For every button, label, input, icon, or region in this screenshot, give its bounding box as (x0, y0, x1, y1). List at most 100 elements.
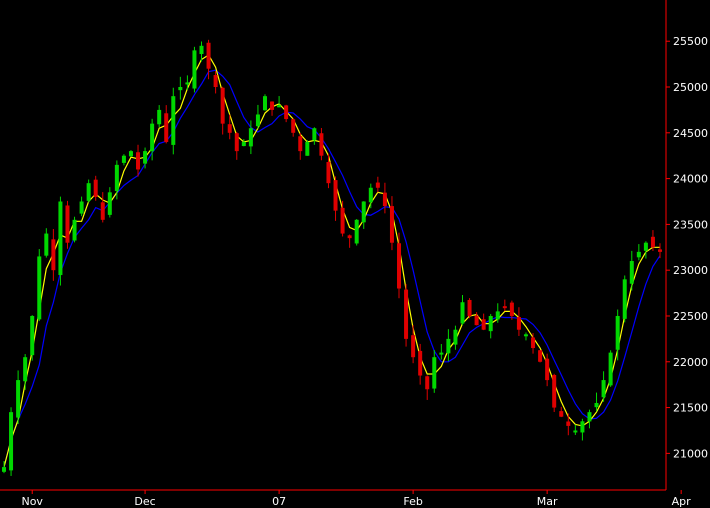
candle-body (199, 45, 204, 55)
candle-body (16, 380, 21, 418)
candle-body (404, 289, 409, 339)
candle-body (248, 128, 253, 147)
candle-body (100, 202, 105, 220)
candle-body (658, 249, 662, 252)
candle-body (573, 430, 578, 433)
candle-body (284, 105, 289, 120)
candle-body (382, 192, 387, 207)
candle-body (298, 136, 303, 152)
candle-body (361, 201, 366, 223)
candle-body (397, 243, 402, 289)
candle-body (9, 412, 14, 471)
y-tick-label: 24000 (673, 173, 708, 186)
moving-averages (3, 54, 661, 468)
candle-body (460, 302, 465, 324)
y-tick-label: 22000 (673, 356, 708, 369)
candle-body (241, 141, 246, 147)
candle-body (580, 421, 585, 433)
candle-body (411, 335, 416, 358)
candle-body (185, 82, 190, 85)
candle-body (192, 50, 197, 89)
candle-body (545, 358, 550, 381)
y-ticks: 21000 21500 22000 22500 23000 23500 24000 24500… (666, 35, 708, 460)
candle-body (425, 376, 430, 390)
candle-body (51, 239, 56, 271)
x-tick-label: Apr (672, 495, 692, 508)
candle-body (114, 164, 119, 192)
candle-body (305, 141, 310, 156)
candle-body (375, 182, 380, 188)
candle-body (128, 151, 133, 157)
candle-body (262, 96, 267, 111)
candle-body (622, 279, 627, 319)
candle-body (44, 233, 49, 256)
candle-body (86, 183, 91, 201)
y-tick-label: 21500 (673, 402, 708, 415)
candle-body (79, 201, 84, 214)
candle-body (446, 338, 451, 354)
candle-body (291, 119, 296, 133)
candle-body (354, 219, 359, 244)
candle-body (629, 261, 634, 284)
candle-body (488, 315, 493, 332)
candle-body (206, 42, 211, 69)
candle-body (559, 411, 564, 417)
candle-body (531, 337, 536, 349)
candle-body (312, 128, 317, 141)
y-tick-label: 24500 (673, 127, 708, 140)
candle-body (136, 152, 141, 170)
candle-body (552, 374, 557, 408)
y-tick-label: 21000 (673, 447, 708, 460)
candles (2, 39, 662, 476)
candle-body (213, 75, 218, 88)
candle-body (650, 236, 655, 248)
y-tick-label: 22500 (673, 310, 708, 323)
candle-body (178, 87, 183, 91)
candle-body (587, 412, 592, 422)
candle-body (439, 352, 444, 355)
candle-body (319, 133, 324, 156)
candle-body (418, 350, 423, 376)
candle-body (474, 315, 479, 326)
candle-body (30, 315, 35, 356)
y-tick-label: 25500 (673, 35, 708, 48)
candle-body (453, 329, 458, 345)
candle-body (2, 467, 6, 472)
candle-body (643, 242, 648, 251)
candle-body (23, 357, 28, 382)
candle-body (516, 317, 521, 330)
candle-body (615, 315, 620, 350)
candle-body (234, 133, 239, 152)
x-tick-label: Nov (21, 495, 43, 508)
candle-body (636, 251, 641, 258)
y-tick-label: 23500 (673, 218, 708, 231)
candle-body (143, 151, 148, 164)
candle-body (495, 311, 500, 320)
candle-body (340, 207, 345, 234)
candle-body (467, 299, 472, 316)
candle-body (277, 105, 282, 108)
candle-body (347, 235, 352, 239)
x-tick-label: 07 (272, 495, 286, 508)
candle-body (227, 124, 232, 133)
x-ticks: NovDec07FebMarAprMayJun (21, 490, 692, 508)
x-tick-label: Mar (537, 495, 558, 508)
candle-body (164, 113, 169, 142)
candle-body (502, 306, 507, 309)
x-tick-label: Dec (134, 495, 155, 508)
candle-body (93, 179, 98, 197)
candle-body (432, 357, 437, 389)
candle-body (58, 201, 63, 276)
candle-body (333, 180, 338, 211)
candle-body (171, 96, 176, 145)
y-tick-label: 25000 (673, 81, 708, 94)
candle-body (157, 109, 162, 125)
candle-body (608, 352, 613, 386)
candle-body (481, 319, 486, 330)
candle-body (538, 350, 543, 362)
candle-body (389, 206, 394, 243)
candle-body (107, 192, 112, 215)
y-tick-label: 23000 (673, 264, 708, 277)
